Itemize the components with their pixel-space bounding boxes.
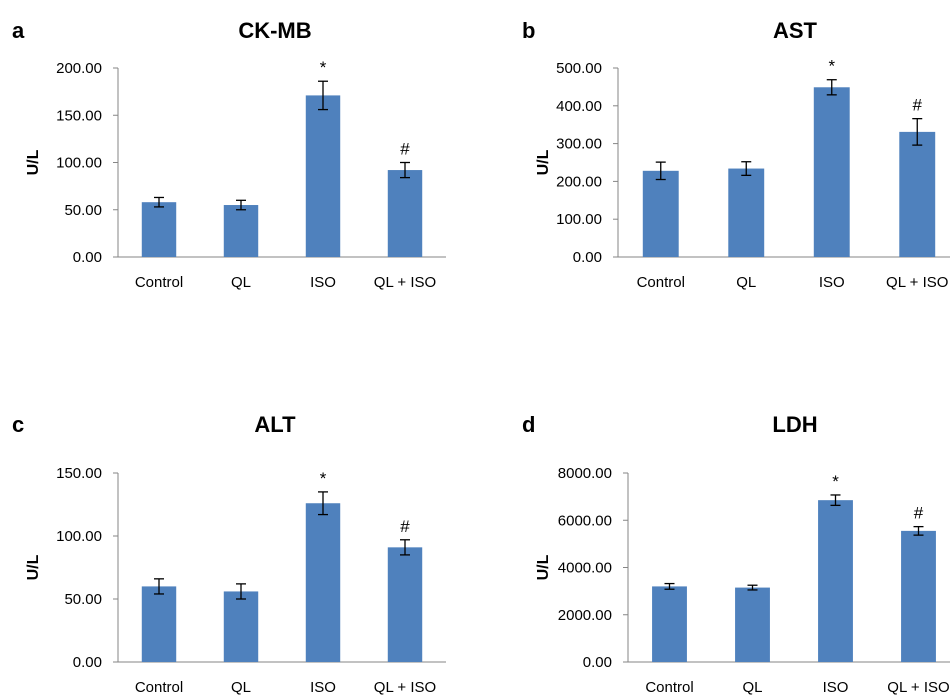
error-bar bbox=[655, 161, 666, 181]
bar-control bbox=[141, 202, 177, 257]
y-tick-label: 0.00 bbox=[573, 249, 602, 266]
y-tick-label: 500.00 bbox=[556, 60, 602, 77]
chart-title: ALT bbox=[254, 412, 296, 437]
x-tick-label: QL + ISO bbox=[886, 274, 948, 291]
bar-ql bbox=[728, 168, 765, 257]
y-tick-label: 8000.00 bbox=[558, 465, 612, 482]
y-tick-label: 150.00 bbox=[56, 107, 102, 124]
x-tick-label: Control bbox=[135, 679, 183, 696]
y-tick-label: 100.00 bbox=[556, 211, 602, 228]
x-tick-label: ISO bbox=[819, 274, 845, 291]
y-tick-label: 150.00 bbox=[56, 465, 102, 482]
error-bar bbox=[747, 584, 758, 591]
x-tick-label: ISO bbox=[823, 679, 849, 696]
y-tick-label: 50.00 bbox=[64, 591, 102, 608]
chart-title: AST bbox=[773, 18, 818, 43]
x-tick-label: ISO bbox=[310, 274, 336, 291]
error-bar bbox=[236, 583, 246, 600]
error-bar bbox=[912, 118, 923, 146]
bar-ql bbox=[223, 591, 259, 662]
chart-panel-a: a CK-MB U/L 0.00 50.00 100.00 150.00 200.00 Cont… bbox=[12, 18, 446, 291]
bar-ql-iso bbox=[387, 547, 423, 662]
error-bar bbox=[318, 491, 328, 516]
y-tick-label: 0.00 bbox=[73, 249, 102, 266]
y-tick-label: 4000.00 bbox=[558, 560, 612, 577]
error-bar bbox=[741, 161, 752, 177]
chart-panel-d: d LDH U/L 0.00 2000.00 4000.00 6000.00 8000.00 C… bbox=[522, 412, 950, 696]
bar-iso bbox=[305, 503, 341, 662]
bar-control bbox=[642, 170, 679, 257]
y-tick-label: 6000.00 bbox=[558, 512, 612, 529]
x-tick-label: QL bbox=[231, 679, 251, 696]
x-tick-label: QL + ISO bbox=[374, 679, 436, 696]
chart-panel-b: b AST U/L 0.00 100.00 200.00 300.00 400.00 500.0… bbox=[522, 18, 950, 291]
y-tick-label: 200.00 bbox=[556, 173, 602, 190]
bar-control bbox=[652, 586, 687, 662]
bar-ql-iso bbox=[901, 530, 936, 662]
error-bar bbox=[154, 578, 164, 595]
error-bar bbox=[830, 494, 841, 507]
error-bar bbox=[154, 196, 164, 208]
panel-letter: b bbox=[522, 18, 535, 43]
bar-ql bbox=[735, 587, 770, 662]
significance-marker: * bbox=[828, 57, 835, 76]
x-tick-label: ISO bbox=[310, 679, 336, 696]
y-tick-label: 400.00 bbox=[556, 98, 602, 115]
y-tick-label: 300.00 bbox=[556, 136, 602, 153]
error-bar bbox=[318, 80, 328, 111]
x-tick-label: QL bbox=[742, 679, 762, 696]
y-axis-label: U/L bbox=[535, 149, 552, 175]
significance-marker: * bbox=[320, 469, 327, 488]
error-bar bbox=[400, 539, 410, 556]
y-tick-label: 100.00 bbox=[56, 528, 102, 545]
bar-iso bbox=[818, 500, 853, 662]
x-tick-label: QL bbox=[231, 274, 251, 291]
bar-ql-iso bbox=[899, 131, 936, 257]
bar-control bbox=[141, 586, 177, 662]
y-tick-label: 2000.00 bbox=[558, 607, 612, 624]
error-bar bbox=[400, 161, 410, 179]
bar-ql-iso bbox=[387, 170, 423, 257]
error-bar bbox=[913, 525, 924, 536]
y-axis-label: U/L bbox=[535, 554, 552, 580]
chart-title: CK-MB bbox=[238, 18, 311, 43]
bar-iso bbox=[813, 87, 850, 257]
x-tick-label: QL + ISO bbox=[887, 679, 949, 696]
bar-ql bbox=[223, 205, 259, 257]
y-axis-label: U/L bbox=[25, 554, 42, 580]
x-tick-label: Control bbox=[645, 679, 693, 696]
x-tick-label: QL bbox=[736, 274, 756, 291]
x-tick-label: Control bbox=[637, 274, 685, 291]
significance-marker: # bbox=[400, 517, 410, 536]
significance-marker: # bbox=[400, 140, 410, 159]
error-bar bbox=[826, 79, 837, 96]
x-tick-label: Control bbox=[135, 274, 183, 291]
panel-letter: d bbox=[522, 412, 535, 437]
panel-letter: c bbox=[12, 412, 24, 437]
y-tick-label: 200.00 bbox=[56, 60, 102, 77]
chart-title: LDH bbox=[772, 412, 817, 437]
y-tick-label: 100.00 bbox=[56, 155, 102, 172]
y-tick-label: 0.00 bbox=[583, 654, 612, 671]
y-tick-label: 50.00 bbox=[64, 202, 102, 219]
significance-marker: # bbox=[914, 504, 924, 523]
significance-marker: # bbox=[913, 96, 923, 115]
error-bar bbox=[236, 199, 246, 211]
error-bar bbox=[664, 582, 675, 590]
significance-marker: * bbox=[832, 472, 839, 491]
chart-panel-c: c ALT U/L 0.00 50.00 100.00 150.00 Control QL * IS… bbox=[12, 412, 446, 696]
panel-letter: a bbox=[12, 18, 25, 43]
y-tick-label: 0.00 bbox=[73, 654, 102, 671]
significance-marker: * bbox=[320, 58, 327, 77]
y-axis-label: U/L bbox=[25, 149, 42, 175]
x-tick-label: QL + ISO bbox=[374, 274, 436, 291]
bar-iso bbox=[305, 95, 341, 257]
